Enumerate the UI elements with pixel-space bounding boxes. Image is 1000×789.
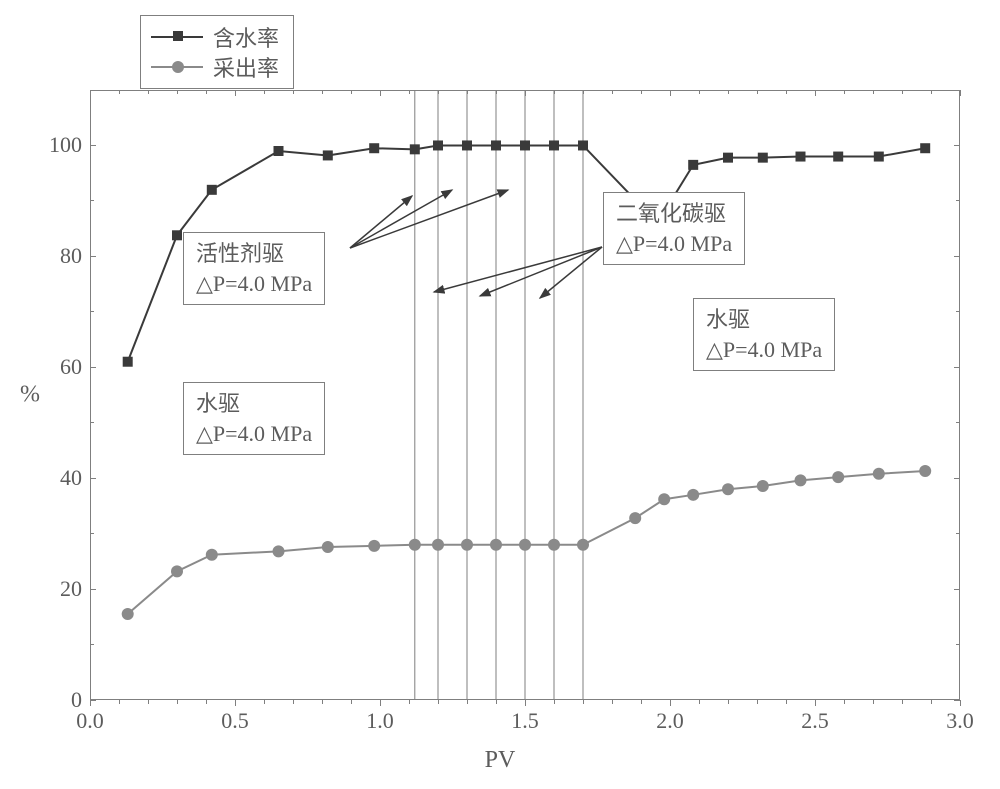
x-tick-label: 2.5 bbox=[801, 708, 829, 734]
legend-item-water-cut: 含水率 bbox=[151, 22, 279, 52]
y-tick-label: 40 bbox=[60, 465, 82, 491]
legend-label: 含水率 bbox=[213, 21, 279, 53]
annotation-surfactant: 活性剂驱△P=4.0 MPa bbox=[183, 232, 325, 305]
x-tick-label: 1.0 bbox=[366, 708, 394, 734]
y-tick-label: 80 bbox=[60, 243, 82, 269]
annotation-water2: 水驱△P=4.0 MPa bbox=[693, 298, 835, 371]
x-tick-label: 1.5 bbox=[511, 708, 539, 734]
x-axis-label: PV bbox=[485, 747, 516, 774]
x-tick-label: 2.0 bbox=[656, 708, 684, 734]
y-tick-label: 60 bbox=[60, 354, 82, 380]
annotation-co2: 二氧化碳驱△P=4.0 MPa bbox=[603, 192, 745, 265]
legend-label: 采出率 bbox=[213, 51, 279, 83]
y-tick-label: 0 bbox=[71, 687, 82, 713]
square-icon bbox=[173, 31, 183, 41]
chart-container: % PV 含水率 采出率 0.00.51.01.52.02.53.0020406… bbox=[0, 0, 1000, 789]
circle-icon bbox=[172, 61, 184, 73]
legend-item-recovery: 采出率 bbox=[151, 52, 279, 82]
y-tick-label: 100 bbox=[49, 132, 82, 158]
annotation-water1: 水驱△P=4.0 MPa bbox=[183, 382, 325, 455]
x-tick-label: 0.5 bbox=[221, 708, 249, 734]
y-axis-label: % bbox=[20, 381, 40, 408]
x-tick-label: 3.0 bbox=[946, 708, 974, 734]
y-tick-label: 20 bbox=[60, 576, 82, 602]
legend: 含水率 采出率 bbox=[140, 15, 294, 89]
